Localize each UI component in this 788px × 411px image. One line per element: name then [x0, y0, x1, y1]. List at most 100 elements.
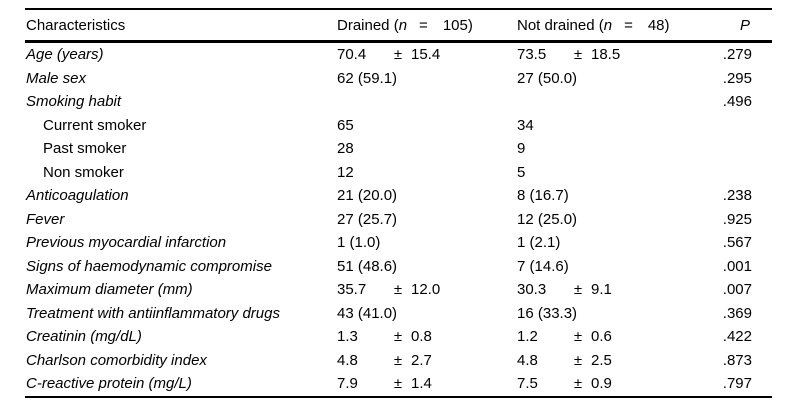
row-label: Current smoker — [43, 116, 147, 134]
characteristics-table: Characteristics Drained (n = 105) Not drai… — [25, 8, 772, 398]
drained-cell: 35.7 ±12.0 — [337, 281, 517, 298]
header-drained: Drained (n = 105) — [337, 17, 517, 34]
drained-cell: 51 (48.6) — [337, 257, 398, 275]
table-row: Fever 27 (25.7) 12 (25.0) .925 — [25, 208, 772, 232]
p-value: .925 — [722, 210, 752, 228]
sd-value: 0.6 — [591, 328, 612, 346]
table-row: C-reactive protein (mg/L) 7.9 ±1.4 7.5 ±0.9.… — [25, 372, 772, 396]
not-drained-cell: 9 — [517, 140, 526, 158]
table-row: Charlson comorbidity index 4.8 ±2.7 4.8 ±2.5… — [25, 349, 772, 373]
drained-cell: 1 (1.0) — [337, 234, 381, 252]
drained-cell: 70.4 ±15.4 — [337, 46, 517, 63]
sd-value: 2.5 — [591, 351, 612, 369]
plus-minus-symbol: ± — [393, 351, 403, 369]
plus-minus-symbol: ± — [393, 46, 403, 64]
drained-cell: 21 (20.0) — [337, 187, 398, 205]
mean-value: 30.3 — [517, 281, 547, 299]
p-value: .873 — [722, 351, 752, 369]
table-row: Previous myocardial infarction 1 (1.0) 1 (… — [25, 231, 772, 255]
mean-value: 4.8 — [337, 351, 358, 369]
not-drained-cell: 27 (50.0) — [517, 69, 578, 87]
header-drained-n: n — [398, 16, 408, 34]
header-p: P — [739, 16, 750, 34]
header-characteristics: Characteristics — [26, 16, 126, 34]
p-value: .567 — [722, 234, 752, 252]
table-header-row: Characteristics Drained (n = 105) Not drai… — [25, 10, 772, 43]
header-not-drained-equals: = — [624, 16, 633, 34]
mean-value: 70.4 — [337, 46, 367, 64]
drained-cell: 4.8 ±2.7 — [337, 352, 517, 369]
row-label: Male sex — [26, 69, 87, 87]
plus-minus-symbol: ± — [573, 328, 583, 346]
table-row: Non smoker 12 5 — [25, 161, 772, 185]
table-row: Age (years) 70.4 ±15.4 73.5 ±18.5 .279 — [25, 43, 772, 67]
plus-minus-symbol: ± — [573, 46, 583, 64]
row-label: Past smoker — [43, 140, 127, 158]
plus-minus-symbol: ± — [573, 281, 583, 299]
sd-value: 15.4 — [411, 46, 441, 64]
drained-cell: 7.9 ±1.4 — [337, 375, 517, 392]
mean-value: 1.2 — [517, 328, 538, 346]
header-not-drained: Not drained (n = 48) — [517, 17, 705, 34]
not-drained-cell: 34 — [517, 116, 534, 134]
mean-value: 4.8 — [517, 351, 538, 369]
drained-cell: 65 — [337, 116, 354, 134]
p-value: .279 — [722, 46, 752, 64]
mean-value: 1.3 — [337, 328, 358, 346]
row-label: Treatment with antiinflammatory drugs — [26, 304, 280, 322]
not-drained-cell: 16 (33.3) — [517, 304, 578, 322]
sd-value: 1.4 — [411, 375, 432, 393]
sd-value: 0.9 — [591, 375, 612, 393]
drained-cell: 12 — [337, 163, 354, 181]
table-row: Maximum diameter (mm) 35.7 ±12.0 30.3 ±9.1 .0… — [25, 278, 772, 302]
p-value: .422 — [722, 328, 752, 346]
not-drained-cell: 1 (2.1) — [517, 234, 561, 252]
sd-value: 12.0 — [411, 281, 441, 299]
header-not-drained-prefix: Not drained ( — [517, 16, 604, 34]
table-row: Current smoker 65 34 — [25, 114, 772, 138]
drained-cell: 27 (25.7) — [337, 210, 398, 228]
plus-minus-symbol: ± — [573, 375, 583, 393]
not-drained-cell: 12 (25.0) — [517, 210, 578, 228]
p-value: .238 — [722, 187, 752, 205]
not-drained-cell: 7 (14.6) — [517, 257, 569, 275]
plus-minus-symbol: ± — [393, 281, 403, 299]
drained-cell: 28 — [337, 140, 354, 158]
header-drained-equals: = — [419, 16, 428, 34]
plus-minus-symbol: ± — [573, 351, 583, 369]
not-drained-cell: 8 (16.7) — [517, 187, 569, 205]
header-drained-count: 105) — [442, 16, 473, 34]
drained-cell: 1.3 ±0.8 — [337, 328, 517, 345]
plus-minus-symbol: ± — [393, 375, 403, 393]
drained-cell: 43 (41.0) — [337, 304, 398, 322]
not-drained-cell: 5 — [517, 163, 526, 181]
row-label: C-reactive protein (mg/L) — [26, 375, 192, 393]
row-label: Fever — [26, 210, 65, 228]
row-label: Signs of haemodynamic compromise — [26, 257, 272, 275]
p-value: .369 — [722, 304, 752, 322]
row-label: Creatinin (mg/dL) — [26, 328, 142, 346]
plus-minus-symbol: ± — [393, 328, 403, 346]
sd-value: 9.1 — [591, 281, 612, 299]
sd-value: 18.5 — [591, 46, 621, 64]
table-row: Male sex 62 (59.1) 27 (50.0) .295 — [25, 67, 772, 91]
mean-value: 73.5 — [517, 46, 547, 64]
table-row: Past smoker 28 9 — [25, 137, 772, 161]
not-drained-cell: 7.5 ±0.9 — [517, 375, 705, 392]
table-row: Signs of haemodynamic compromise 51 (48.6… — [25, 255, 772, 279]
not-drained-cell: 1.2 ±0.6 — [517, 328, 705, 345]
mean-value: 7.5 — [517, 375, 538, 393]
not-drained-cell: 4.8 ±2.5 — [517, 352, 705, 369]
table-row: Anticoagulation 21 (20.0) 8 (16.7) .238 — [25, 184, 772, 208]
table-row: Creatinin (mg/dL) 1.3 ±0.8 1.2 ±0.6 .422 — [25, 325, 772, 349]
p-value: .496 — [722, 93, 752, 111]
row-label: Anticoagulation — [26, 187, 129, 205]
mean-value: 7.9 — [337, 375, 358, 393]
sd-value: 0.8 — [411, 328, 432, 346]
p-value: .295 — [722, 69, 752, 87]
header-not-drained-count: 48) — [647, 16, 670, 34]
header-not-drained-n: n — [603, 16, 613, 34]
table-body: Age (years) 70.4 ±15.4 73.5 ±18.5 .279 Male se… — [25, 43, 772, 396]
not-drained-cell: 73.5 ±18.5 — [517, 46, 705, 63]
